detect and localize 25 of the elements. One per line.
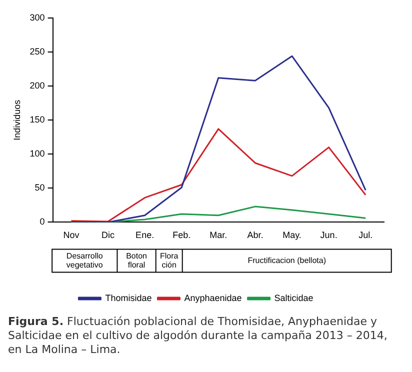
- text: Figura 5. Fluctuación poblacional de Thomisidae, Anyphaenidae y Salticidae en el cultivo de algodón durante la campaña 2013 – 2014, en La Molina – Lima.: [8, 315, 388, 357]
- y-tick-label: 250: [30, 46, 45, 57]
- x-tick-label: Abr.: [247, 230, 264, 240]
- y-tick-label: 200: [30, 80, 45, 91]
- x-tick-label: Nov: [63, 230, 80, 240]
- text: Boton floral: [126, 251, 147, 270]
- text: Floración: [160, 251, 179, 270]
- text: Fructificacion (bellota): [248, 256, 326, 265]
- x-tick-label: Jun.: [320, 230, 338, 240]
- legend-label: Salticidae: [274, 292, 314, 303]
- y-tick-label: 100: [30, 148, 45, 159]
- x-tick-label: Feb.: [172, 230, 191, 240]
- legend-label: Anyphaenidae: [184, 292, 242, 303]
- x-tick-label: Ene.: [136, 230, 154, 240]
- legend-label: Thomisidae: [105, 292, 152, 303]
- x-tick-label: Dic: [102, 230, 116, 240]
- x-tick-label: Mar.: [210, 230, 228, 240]
- y-tick-label: 0: [40, 216, 45, 227]
- y-tick-label: 150: [30, 114, 45, 125]
- y-tick-label: 300: [30, 12, 45, 22]
- y-axis-title: Individuos: [12, 99, 22, 140]
- x-tick-label: May.: [282, 230, 302, 240]
- y-tick-label: 50: [34, 182, 45, 193]
- x-tick-label: Jul.: [358, 230, 373, 240]
- text: Desarrollo vegetativo: [66, 251, 104, 270]
